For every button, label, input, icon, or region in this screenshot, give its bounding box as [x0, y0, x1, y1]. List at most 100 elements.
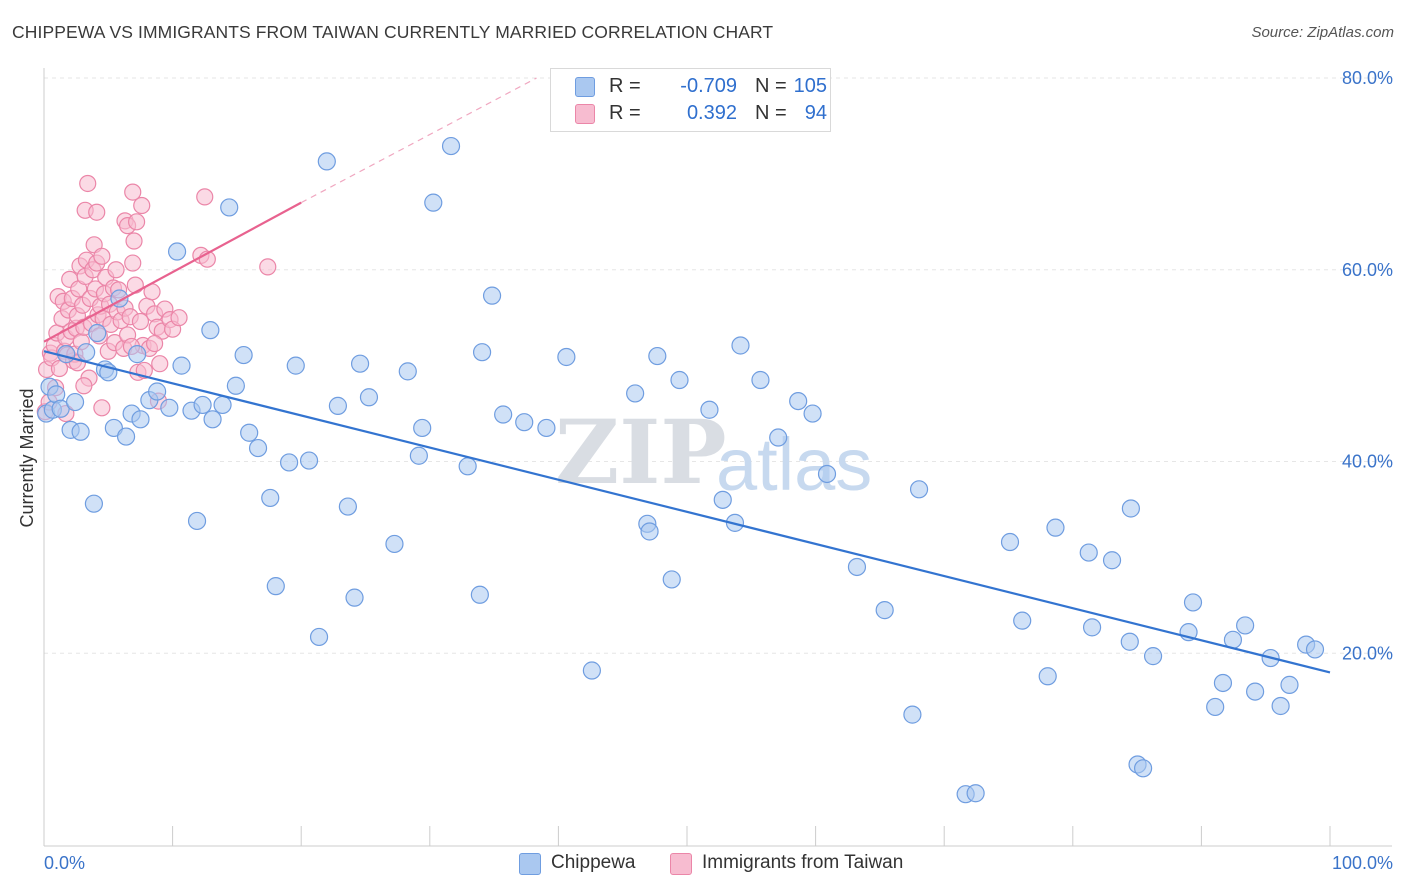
chippewa-point: [299, 451, 319, 470]
chippewa-point: [1143, 647, 1163, 666]
chippewa-point: [847, 557, 867, 577]
series-label-taiwan: Immigrants from Taiwan: [702, 852, 904, 873]
chippewa-point: [494, 405, 513, 424]
taiwan-point: [93, 399, 111, 417]
chippewa-point: [203, 410, 222, 429]
taiwan-point: [145, 334, 164, 353]
series-swatch-taiwan: [670, 853, 692, 875]
chippewa-point: [670, 370, 689, 390]
chippewa-point: [640, 522, 659, 541]
gridlines: [44, 77, 1392, 654]
chippewa-point: [71, 422, 90, 441]
legend-n-value: 105: [793, 75, 827, 97]
chippewa-point: [751, 370, 770, 390]
chippewa-point: [1079, 543, 1098, 562]
chippewa-point: [77, 343, 96, 362]
chippewa-point: [470, 585, 489, 604]
chippewa-point: [803, 404, 822, 423]
chippewa-point: [328, 396, 348, 415]
taiwan-point: [93, 247, 111, 265]
chippewa-point: [1213, 673, 1233, 693]
correlation-legend: R = -0.709 N = 105 R = 0.392 N = 94: [550, 68, 831, 132]
y-tick-label: 40.0%: [1342, 452, 1393, 472]
y-tick-label: 60.0%: [1342, 260, 1393, 280]
y-tick-label: 20.0%: [1342, 643, 1393, 663]
legend-r-label: R =: [609, 102, 641, 124]
chippewa-point: [1082, 618, 1102, 637]
series-swatch-chippewa: [519, 853, 541, 875]
chippewa-point: [88, 323, 107, 343]
chippewa-point: [1013, 611, 1032, 630]
chippewa-point: [213, 395, 232, 415]
chippewa-point: [128, 345, 147, 364]
chart-source: Source: ZipAtlas.com: [1251, 24, 1394, 41]
legend-n-label: N =: [755, 75, 787, 97]
legend-r-value: 0.392: [686, 102, 737, 124]
chippewa-point: [345, 588, 364, 607]
chippewa-point: [648, 346, 667, 366]
chippewa-point: [1000, 532, 1020, 552]
chippewa-point: [626, 384, 645, 403]
taiwan-trend-extension: [300, 77, 537, 204]
legend-n-label: N =: [755, 102, 787, 124]
chippewa-point: [1133, 759, 1153, 778]
chippewa-point: [167, 242, 187, 261]
chippewa-point: [398, 362, 417, 381]
chippewa-point: [338, 497, 357, 516]
chippewa-point: [582, 661, 601, 680]
watermark-atlas: atlas: [716, 423, 872, 506]
taiwan-point: [79, 174, 97, 193]
chippewa-point: [148, 382, 167, 401]
chippewa-point: [557, 347, 576, 367]
taiwan-point: [125, 232, 143, 250]
chippewa-point: [789, 391, 808, 411]
tick-labels: 20.0% 40.0% 60.0% 80.0% 0.0% 100.0%: [44, 68, 1393, 873]
trend-lines: [43, 77, 1331, 674]
chippewa-point: [1236, 616, 1255, 635]
taiwan-point: [259, 258, 277, 276]
chippewa-point: [1046, 518, 1065, 537]
y-tick-label: 80.0%: [1342, 68, 1393, 88]
chippewa-point: [1305, 640, 1325, 659]
chippewa-point: [1271, 696, 1290, 716]
watermark: ZIP atlas: [555, 400, 872, 506]
chippewa-point: [280, 453, 299, 472]
taiwan-trend-line: [43, 201, 302, 343]
chippewa-point: [240, 423, 259, 442]
chippewa-point: [903, 705, 922, 724]
chippewa-point: [266, 577, 285, 596]
chippewa-point: [317, 152, 336, 171]
chippewa-point: [482, 286, 502, 305]
chippewa-point: [875, 601, 894, 620]
watermark-zip: ZIP: [555, 400, 727, 504]
chippewa-point: [731, 336, 750, 355]
chippewa-trend-line: [43, 350, 1331, 674]
chippewa-point: [458, 457, 477, 476]
legend-swatch-chippewa: [575, 77, 595, 97]
chippewa-point: [57, 345, 76, 364]
taiwan-point: [131, 312, 150, 331]
taiwan-point: [124, 183, 142, 201]
chippewa-point: [713, 490, 732, 509]
chippewa-point: [769, 428, 788, 447]
series-legend: Chippewa Immigrants from Taiwan: [0, 852, 1406, 878]
chippewa-point: [1038, 667, 1057, 686]
chippewa-point: [201, 321, 220, 340]
chippewa-point: [261, 488, 280, 508]
chippewa-point: [187, 511, 207, 531]
chippewa-point: [1183, 593, 1203, 612]
chippewa-point: [65, 392, 85, 412]
chippewa-point: [1121, 499, 1140, 518]
taiwan-point: [124, 254, 142, 272]
chippewa-point: [409, 446, 428, 465]
chippewa-point: [116, 427, 136, 446]
chippewa-point: [1206, 697, 1225, 717]
taiwan-point: [170, 309, 188, 327]
chippewa-point: [472, 343, 492, 362]
chippewa-point: [160, 398, 179, 417]
chippewa-point: [413, 418, 432, 438]
axes: [43, 68, 1392, 847]
chippewa-point: [309, 627, 329, 647]
taiwan-point: [50, 359, 69, 378]
